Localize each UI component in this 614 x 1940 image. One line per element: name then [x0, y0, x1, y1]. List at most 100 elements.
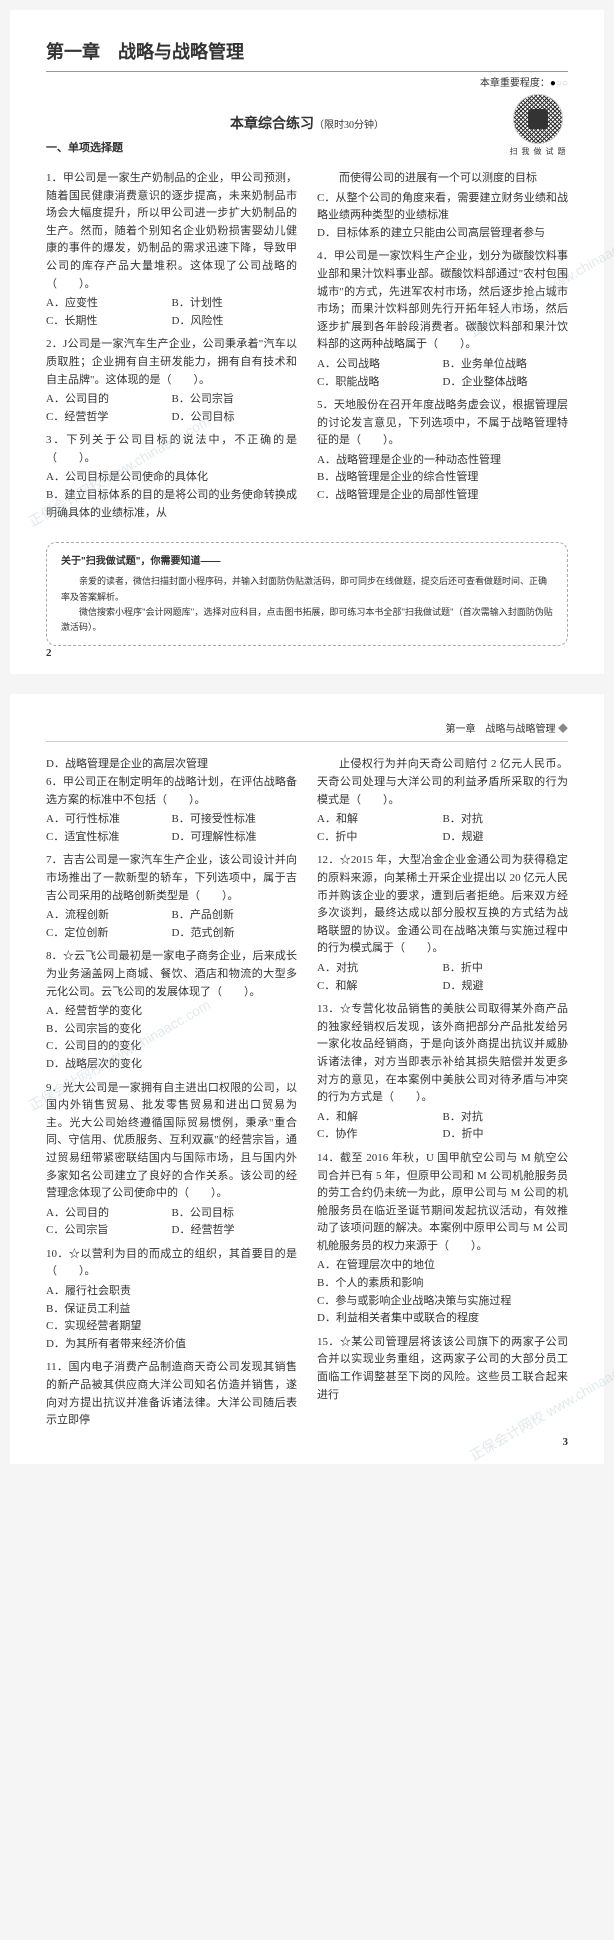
opt-c: C．定位创新: [46, 925, 172, 943]
importance-row: 本章重要程度：●○○: [46, 76, 568, 92]
q-num: 15．: [317, 1336, 340, 1348]
question-1: 1．甲公司是一家生产奶制品的企业，甲公司预测，随着国民健康消费意识的逐步提高，未…: [46, 170, 297, 330]
q-num: 8．: [46, 950, 63, 962]
opt-b: B．折中: [443, 960, 569, 978]
q-text: J公司是一家汽车生产企业，公司秉承着"汽车以质取胜；企业拥有自主研发能力，拥有自…: [46, 338, 297, 385]
opt-b: B．个人的素质和影响: [317, 1275, 568, 1293]
question-3-cont: 而使得公司的进展有一个可以测度的目标 C．从整个公司的角度来看，需要建立财务业绩…: [317, 170, 568, 242]
q-num: 2．: [46, 338, 63, 350]
q-text: 甲公司是一家生产奶制品的企业，甲公司预测，随着国民健康消费意识的逐步提高，未来奶…: [46, 172, 297, 290]
opt-a: A．公司战略: [317, 356, 443, 374]
opt-d: D．为其所有者带来经济价值: [46, 1336, 297, 1354]
opt-b: B．公司宗旨: [172, 391, 298, 409]
q-num: 14．: [317, 1152, 340, 1164]
question-11: 11．国内电子消费产品制造商天奇公司发现其销售的新产品被其供应商大洋公司知名仿造…: [46, 1359, 297, 1429]
q-text: 下列关于公司目标的说法中，不正确的是（ ）。: [46, 434, 297, 464]
opt-b: B．对抗: [443, 1109, 569, 1127]
importance-label: 本章重要程度：: [480, 78, 550, 89]
col-left: 1．甲公司是一家生产奶制品的企业，甲公司预测，随着国民健康消费意识的逐步提高，未…: [46, 170, 297, 528]
opt-b: B．计划性: [172, 295, 298, 313]
columns: 1．甲公司是一家生产奶制品的企业，甲公司预测，随着国民健康消费意识的逐步提高，未…: [46, 170, 568, 528]
q-text: 光大公司是一家拥有自主进出口权限的公司，以国内外销售贸易、批发零售贸易和进出口贸…: [46, 1082, 297, 1200]
q-text: ☆云飞公司最初是一家电子商务企业，后来成长为业务涵盖网上商城、餐饮、酒店和物流的…: [46, 950, 297, 997]
page-3: 正保会计网校 www.chinaacc.com 正保会计网校 www.china…: [10, 694, 604, 1463]
q-num: 12．: [317, 854, 340, 866]
opt-c: C．职能战略: [317, 374, 443, 392]
diamond-icon: ◆: [558, 724, 568, 735]
question-14: 14．截至 2016 年秋，U 国甲航空公司与 M 航空公司合并已有 5 年，但…: [317, 1150, 568, 1328]
qrcode-label: 扫 我 做 试 题: [508, 146, 568, 159]
q-num: 5．: [317, 399, 334, 411]
options: A．可行性标准B．可接受性标准 C．适宜性标准D．可理解性标准: [46, 811, 297, 846]
options: A．和解B．对抗 C．协作D．折中: [317, 1109, 568, 1144]
info-box-p1: 亲爱的读者，微信扫描封面小程序码，并输入封面防伪贴激活码，即可同步在线做题，提交…: [61, 574, 553, 605]
col-right: 止侵权行为并向天奇公司赔付 2 亿元人民币。天奇公司处理与大洋公司的利益矛盾所采…: [317, 756, 568, 1435]
opt-c: C．协作: [317, 1126, 443, 1144]
page-number: 3: [563, 1434, 569, 1452]
options: A．公司目标是公司使命的具体化 B．建立目标体系的目的是将公司的业务使命转换成明…: [46, 469, 297, 522]
options: A．公司目的B．公司目标 C．公司宗旨D．经营哲学: [46, 1205, 297, 1240]
page-header-text: 第一章 战略与战略管理: [446, 724, 556, 735]
opt-d: D．战略层次的变化: [46, 1056, 297, 1074]
opt-c: C．折中: [317, 829, 443, 847]
opt-a: A．公司目标是公司使命的具体化: [46, 469, 297, 487]
q-text: 吉吉公司是一家汽车生产企业，该公司设计并向市场推出了一款新型的轿车，下列选项中，…: [46, 854, 297, 901]
q-text: 甲公司是一家饮料生产企业，划分为碳酸饮料事业部和果汁饮料事业部。碳酸饮料部通过"…: [317, 250, 568, 350]
opt-c: C．公司宗旨: [46, 1222, 172, 1240]
page-number: 2: [46, 645, 52, 663]
opt-c: C．从整个公司的角度来看，需要建立财务业绩和战略业绩两种类型的业绩标准: [317, 190, 568, 225]
options: A．经营哲学的变化 B．公司宗旨的变化 C．公司目的的变化 D．战略层次的变化: [46, 1003, 297, 1073]
opt-b: B．公司目标: [172, 1205, 298, 1223]
opt-c: C．战略管理是企业的局部性管理: [317, 487, 568, 505]
opt-c: C．经营哲学: [46, 409, 172, 427]
question-2: 2．J公司是一家汽车生产企业，公司秉承着"汽车以质取胜；企业拥有自主研发能力，拥…: [46, 336, 297, 426]
options: A．公司目的B．公司宗旨 C．经营哲学D．公司目标: [46, 391, 297, 426]
chapter-title-row: 第一章 战略与战略管理: [46, 38, 568, 72]
opt-d: D．可理解性标准: [172, 829, 298, 847]
opt-c: C．长期性: [46, 313, 172, 331]
q-text: 甲公司正在制定明年的战略计划，在评估战略备选方案的标准中不包括（ ）。: [46, 776, 297, 806]
opt-c: C．适宜性标准: [46, 829, 172, 847]
opt-d: D．规避: [443, 978, 569, 996]
q-num: 10．: [46, 1248, 69, 1260]
opt-a: A．对抗: [317, 960, 443, 978]
opt-a: A．可行性标准: [46, 811, 172, 829]
q-num: 3．: [46, 434, 66, 446]
options: A．在管理层次中的地位 B．个人的素质和影响 C．参与或影响企业战略决策与实施过…: [317, 1257, 568, 1327]
opt-d: D．风险性: [172, 313, 298, 331]
q-text: ☆以营利为目的而成立的组织，其首要目的是（ ）。: [46, 1248, 297, 1278]
options: A．对抗B．折中 C．和解D．规避: [317, 960, 568, 995]
opt-a: A．应变性: [46, 295, 172, 313]
subsection-header: 一、单项选择题: [46, 140, 568, 158]
opt-d: D．目标体系的建立只能由公司高层管理者参与: [317, 225, 568, 243]
opt-d: D．规避: [443, 829, 569, 847]
question-15: 15．☆某公司管理层将该该公司旗下的两家子公司合并以实现业务重组，这两家子公司的…: [317, 1334, 568, 1404]
opt-a: A．流程创新: [46, 907, 172, 925]
options: A．履行社会职责 B．保证员工利益 C．实现经营者期望 D．为其所有者带来经济价…: [46, 1283, 297, 1353]
q-num: 1．: [46, 172, 63, 184]
opt-a: A．公司目的: [46, 391, 172, 409]
q-text: 截至 2016 年秋，U 国甲航空公司与 M 航空公司合并已有 5 年，但原甲公…: [317, 1152, 568, 1252]
question-3: 3．下列关于公司目标的说法中，不正确的是（ ）。 A．公司目标是公司使命的具体化…: [46, 432, 297, 522]
q-num: 4．: [317, 250, 334, 262]
opt-b: B．建立目标体系的目的是将公司的业务使命转换成明确具体的业绩标准，从: [46, 487, 297, 522]
question-9: 9．光大公司是一家拥有自主进出口权限的公司，以国内外销售贸易、批发零售贸易和进出…: [46, 1080, 297, 1240]
q-text: ☆某公司管理层将该该公司旗下的两家子公司合并以实现业务重组，这两家子公司的大部分…: [317, 1336, 568, 1401]
opt-a: A．经营哲学的变化: [46, 1003, 297, 1021]
info-box: 关于"扫我做试题"，你需要知道—— 亲爱的读者，微信扫描封面小程序码，并输入封面…: [46, 542, 568, 646]
opt-a: A．和解: [317, 811, 443, 829]
opt-d-cont: D．战略管理是企业的高层次管理: [46, 756, 297, 774]
opt-c: C．公司目的的变化: [46, 1038, 297, 1056]
opt-d: D．企业整体战略: [443, 374, 569, 392]
options: A．和解B．对抗 C．折中D．规避: [317, 811, 568, 846]
opt-d: D．范式创新: [172, 925, 298, 943]
question-11-cont: 止侵权行为并向天奇公司赔付 2 亿元人民币。天奇公司处理与大洋公司的利益矛盾所采…: [317, 756, 568, 846]
section-title-row: 本章综合练习（限时30分钟）: [46, 112, 568, 135]
question-12: 12．☆2015 年，大型冶金企业金通公司为获得稳定的原料来源，向某稀土开采企业…: [317, 852, 568, 995]
info-box-title: 关于"扫我做试题"，你需要知道——: [61, 553, 553, 570]
opt-d: D．折中: [443, 1126, 569, 1144]
opt-d: D．利益相关者集中或联合的程度: [317, 1310, 568, 1328]
opt-b: B．战略管理是企业的综合性管理: [317, 469, 568, 487]
opt-c: C．和解: [317, 978, 443, 996]
cont-line: 止侵权行为并向天奇公司赔付 2 亿元人民币。天奇公司处理与大洋公司的利益矛盾所采…: [317, 756, 568, 809]
